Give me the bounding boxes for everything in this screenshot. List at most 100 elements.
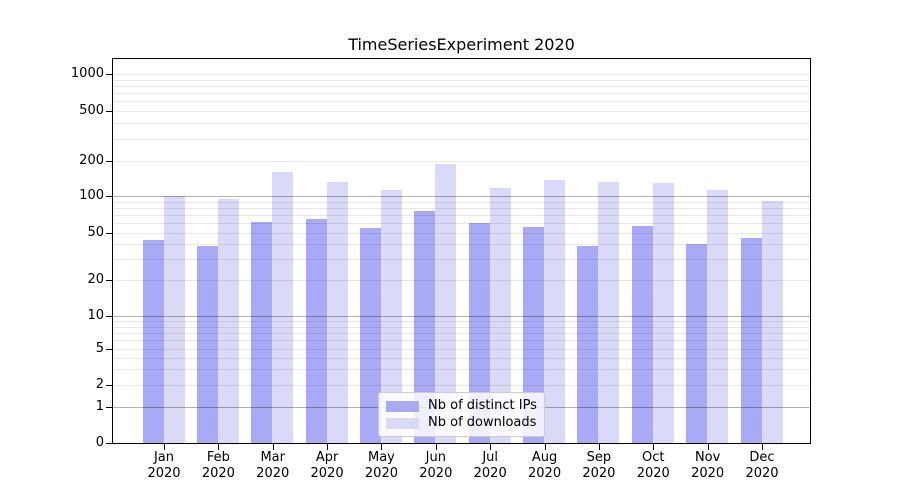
plot-area xyxy=(112,58,811,444)
y-tick-label: 0 xyxy=(95,435,104,450)
bar-ips-aug xyxy=(523,226,545,443)
bar-ips-jul xyxy=(468,223,490,443)
gridline-70 xyxy=(113,215,810,216)
gridline-4 xyxy=(113,358,810,359)
y-tick-label: 100 xyxy=(79,188,104,203)
legend-entry-ips: Nb of distinct IPs xyxy=(386,398,537,414)
bar-downloads-mar xyxy=(272,172,294,443)
bar-downloads-aug xyxy=(544,180,566,443)
x-tick-mark xyxy=(598,444,600,450)
y-tick-label: 500 xyxy=(79,103,104,118)
gridline-50 xyxy=(113,233,810,234)
legend-entry-downloads: Nb of downloads xyxy=(386,415,536,431)
x-tick-mark xyxy=(435,444,437,450)
bar-downloads-may xyxy=(380,190,402,443)
x-tick-label-apr: Apr 2020 xyxy=(310,450,344,481)
y-tick-mark xyxy=(106,196,112,197)
bar-downloads-sep xyxy=(598,182,620,443)
x-tick-label-may: May 2020 xyxy=(364,450,398,481)
y-tick-label: 50 xyxy=(87,225,104,240)
legend-swatch-downloads-icon xyxy=(386,417,419,429)
gridline-60 xyxy=(113,223,810,224)
x-tick-label-aug: Aug 2020 xyxy=(528,450,562,481)
legend: Nb of distinct IPs Nb of downloads xyxy=(378,392,545,437)
gridline-40 xyxy=(113,244,810,245)
x-tick-mark xyxy=(707,444,709,450)
x-tick-label-oct: Oct 2020 xyxy=(636,450,670,481)
gridline-9 xyxy=(113,321,810,322)
bar-downloads-dec xyxy=(761,201,783,443)
y-tick-mark xyxy=(106,74,112,75)
bar-ips-apr xyxy=(305,218,327,443)
y-tick-mark xyxy=(106,111,112,112)
gridline-900 xyxy=(113,80,810,81)
x-tick-label-jul: Jul 2020 xyxy=(473,450,507,481)
y-tick-mark xyxy=(106,161,112,162)
legend-swatch-ips-icon xyxy=(386,400,419,412)
y-tick-mark xyxy=(106,385,112,386)
gridline-10 xyxy=(113,316,810,317)
y-tick-label: 1 xyxy=(95,399,104,414)
x-tick-mark xyxy=(653,444,655,450)
y-tick-mark xyxy=(106,316,112,317)
bar-downloads-apr xyxy=(326,182,348,443)
legend-label-downloads: Nb of downloads xyxy=(428,415,537,430)
bar-ips-dec xyxy=(740,238,762,443)
bar-downloads-feb xyxy=(217,198,239,443)
gridline-700 xyxy=(113,93,810,94)
bar-ips-sep xyxy=(577,245,599,443)
gridlines-layer xyxy=(113,59,810,443)
bar-ips-jan xyxy=(142,239,164,443)
x-tick-label-feb: Feb 2020 xyxy=(201,450,235,481)
y-tick-mark xyxy=(106,280,112,281)
bar-ips-feb xyxy=(196,245,218,443)
x-tick-mark xyxy=(490,444,492,450)
y-tick-label: 5 xyxy=(95,341,104,356)
gridline-600 xyxy=(113,101,810,102)
bar-downloads-oct xyxy=(652,183,674,443)
x-tick-mark xyxy=(272,444,274,450)
bar-downloads-nov xyxy=(707,190,729,443)
x-tick-label-nov: Nov 2020 xyxy=(691,450,725,481)
x-tick-mark xyxy=(544,444,546,450)
x-tick-mark xyxy=(164,444,165,450)
gridline-6 xyxy=(113,340,810,341)
gridline-20 xyxy=(113,280,810,281)
gridline-80 xyxy=(113,208,810,209)
gridline-300 xyxy=(113,139,810,140)
bars-layer xyxy=(113,59,810,443)
gridline-200 xyxy=(113,161,810,162)
gridline-2 xyxy=(113,385,810,386)
bar-ips-nov xyxy=(686,244,708,443)
y-tick-mark xyxy=(106,349,112,350)
gridline-800 xyxy=(113,86,810,87)
y-tick-label: 200 xyxy=(79,153,104,168)
bar-downloads-jun xyxy=(435,164,457,443)
x-tick-label-dec: Dec 2020 xyxy=(745,450,779,481)
gridline-8 xyxy=(113,327,810,328)
y-tick-label: 2 xyxy=(95,377,104,392)
y-tick-mark xyxy=(106,407,112,408)
y-tick-label: 1000 xyxy=(70,66,104,81)
gridline-3 xyxy=(113,369,810,370)
bar-downloads-jan xyxy=(163,196,185,443)
gridline-1000 xyxy=(113,74,810,75)
gridline-30 xyxy=(113,259,810,260)
y-tick-label: 10 xyxy=(87,308,104,323)
legend-label-ips: Nb of distinct IPs xyxy=(428,398,537,413)
bar-downloads-jul xyxy=(489,187,511,443)
y-tick-mark xyxy=(106,233,112,234)
gridline-90 xyxy=(113,202,810,203)
x-tick-mark xyxy=(218,444,220,450)
x-tick-label-mar: Mar 2020 xyxy=(256,450,290,481)
y-tick-label: 20 xyxy=(87,272,104,287)
x-tick-label-sep: Sep 2020 xyxy=(582,450,616,481)
bar-ips-oct xyxy=(631,226,653,443)
gridline-5 xyxy=(113,349,810,350)
x-tick-mark xyxy=(381,444,383,450)
gridline-100 xyxy=(113,196,810,197)
gridline-400 xyxy=(113,123,810,124)
chart-title: TimeSeriesExperiment 2020 xyxy=(348,35,575,54)
bar-ips-mar xyxy=(251,222,273,443)
